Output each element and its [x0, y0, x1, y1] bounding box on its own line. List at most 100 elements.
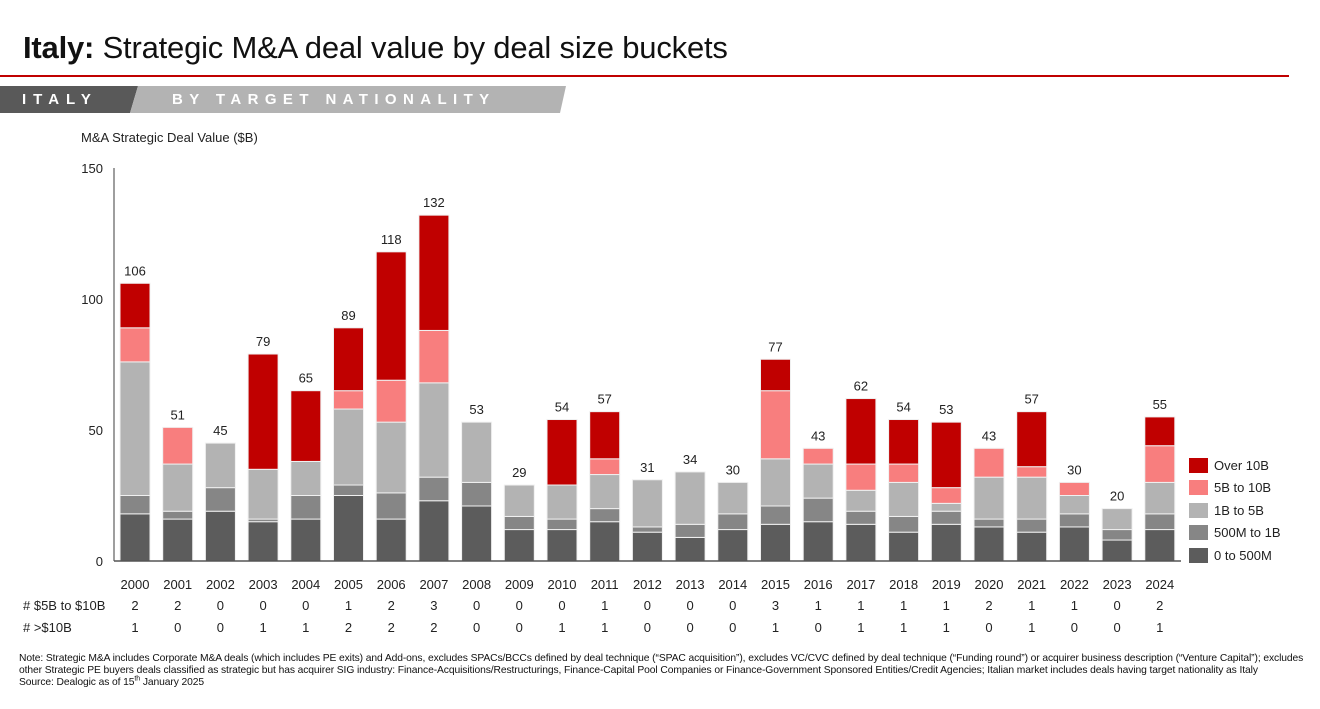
title-divider [0, 75, 1289, 77]
bars [119, 214, 1176, 562]
bar-segment-over-10b [1144, 416, 1176, 447]
bar-segment-1b-to-5b [717, 481, 749, 515]
x-tick-label: 2000 [121, 577, 150, 592]
bar-segment-0-to-500m [119, 513, 151, 562]
bar-segment-0-to-500m [631, 531, 663, 562]
total-label: 77 [768, 339, 782, 354]
table-cell: 0 [259, 598, 267, 613]
total-label: 53 [469, 402, 483, 417]
x-tick-label: 2002 [206, 577, 235, 592]
bar-segment-1b-to-5b [1016, 476, 1048, 520]
bar-segment-over-10b [247, 353, 279, 470]
bar-segment-500m-to-1b [717, 513, 749, 531]
bar-segment-0-to-500m [204, 510, 236, 562]
bar-stack-2018 [888, 419, 920, 562]
x-tick-label: 2017 [846, 577, 875, 592]
table-cell: 0 [558, 598, 566, 613]
table-cell: 0 [302, 598, 310, 613]
bar-segment-over-10b [930, 421, 962, 489]
footnote: Note: Strategic M&A includes Corporate M… [19, 653, 1314, 689]
bar-segment-0-to-500m [546, 529, 578, 562]
bar-segment-0-to-500m [418, 500, 450, 562]
bar-stack-2007 [418, 214, 450, 562]
bar-segment-5b-to-10b [1144, 445, 1176, 483]
bar-segment-1b-to-5b [1144, 481, 1176, 515]
bar-segment-500m-to-1b [503, 515, 535, 531]
bar-segment-1b-to-5b [247, 468, 279, 520]
x-tick-label: 2006 [377, 577, 406, 592]
table-cell: 0 [515, 620, 523, 635]
bar-segment-1b-to-5b [204, 442, 236, 489]
table-cell: 1 [1070, 598, 1078, 613]
bar-segment-1b-to-5b [930, 502, 962, 512]
source-ordinal: th [134, 675, 141, 683]
table-cell: 1 [601, 598, 609, 613]
total-label: 43 [982, 428, 996, 443]
section-banner: ITALY BY TARGET NATIONALITY [0, 86, 570, 113]
bar-segment-0-to-500m [247, 521, 279, 562]
bar-segment-5b-to-10b [1016, 466, 1048, 478]
y-axis-ticks: 0 50 100 150 [81, 161, 103, 569]
bar-stack-2009 [503, 484, 535, 562]
bar-segment-0-to-500m [375, 518, 407, 562]
bar-segment-1b-to-5b [503, 484, 535, 517]
table-cell: 0 [515, 598, 523, 613]
bar-segment-0-to-500m [1016, 531, 1048, 562]
bar-segment-0-to-500m [333, 495, 364, 562]
bar-segment-5b-to-10b [418, 329, 450, 384]
x-tick-label: 2024 [1145, 577, 1174, 592]
legend-label: 500M to 1B [1214, 525, 1281, 541]
total-label: 53 [939, 402, 953, 417]
bar-segment-0-to-500m [973, 526, 1005, 562]
x-tick-label: 2009 [505, 577, 534, 592]
bar-segment-5b-to-10b [802, 447, 834, 465]
x-tick-label: 2020 [975, 577, 1004, 592]
legend-swatch [1189, 457, 1208, 473]
legend-item-1b-to-5b: 1B to 5B [1189, 499, 1281, 522]
bar-segment-500m-to-1b [162, 510, 194, 520]
y-tick-label: 100 [81, 292, 103, 307]
bar-segment-500m-to-1b [290, 495, 322, 520]
bar-segment-1b-to-5b [631, 479, 663, 528]
total-label: 54 [896, 400, 910, 415]
bar-stack-2012 [631, 479, 663, 562]
x-tick-label: 2015 [761, 577, 790, 592]
banner-country-label: ITALY [22, 91, 98, 108]
bar-segment-500m-to-1b [1058, 513, 1090, 528]
table-cell: 0 [1113, 620, 1121, 635]
table-cell: 2 [1156, 598, 1164, 613]
legend-label: 5B to 10B [1214, 480, 1272, 496]
total-label: 54 [555, 400, 569, 415]
bar-segment-500m-to-1b [674, 523, 706, 538]
total-label: 62 [854, 379, 868, 394]
bar-segment-1b-to-5b [461, 421, 493, 483]
x-tick-label: 2021 [1017, 577, 1046, 592]
table-cell: 0 [174, 620, 182, 635]
footnote-note: Note: Strategic M&A includes Corporate M… [19, 653, 1304, 676]
table-cell: 0 [472, 598, 481, 613]
x-tick-label: 2018 [889, 577, 918, 592]
total-label: 45 [213, 423, 227, 438]
bar-segment-0-to-500m [674, 536, 706, 562]
total-label: 57 [597, 392, 611, 407]
x-tick-label: 2012 [633, 577, 662, 592]
bar-segment-1b-to-5b [802, 463, 834, 499]
bar-segment-0-to-500m [461, 505, 493, 562]
table-cell: 0 [686, 598, 694, 613]
bar-segment-500m-to-1b [760, 505, 791, 525]
source-text: Source: Dealogic as of 15 [19, 677, 135, 688]
bar-stack-2002 [204, 442, 236, 562]
stacked-bar-chart: 0 50 100 150 106 51 45 79 65 89 118 132 53 29 54 57 31 3… [81, 161, 1181, 592]
bar-stack-2006 [375, 251, 407, 562]
bar-segment-500m-to-1b [845, 510, 877, 525]
x-tick-label: 2011 [591, 577, 619, 592]
total-label: 106 [124, 263, 146, 278]
bar-segment-1b-to-5b [1058, 495, 1090, 515]
bar-stack-2017 [845, 398, 877, 562]
x-tick-label: 2004 [291, 577, 320, 592]
bar-segment-500m-to-1b [546, 518, 578, 531]
legend-label: 1B to 5B [1214, 502, 1264, 518]
bar-segment-1b-to-5b [845, 489, 877, 512]
bar-stack-2008 [461, 421, 493, 562]
x-tick-label: 2019 [932, 577, 961, 592]
